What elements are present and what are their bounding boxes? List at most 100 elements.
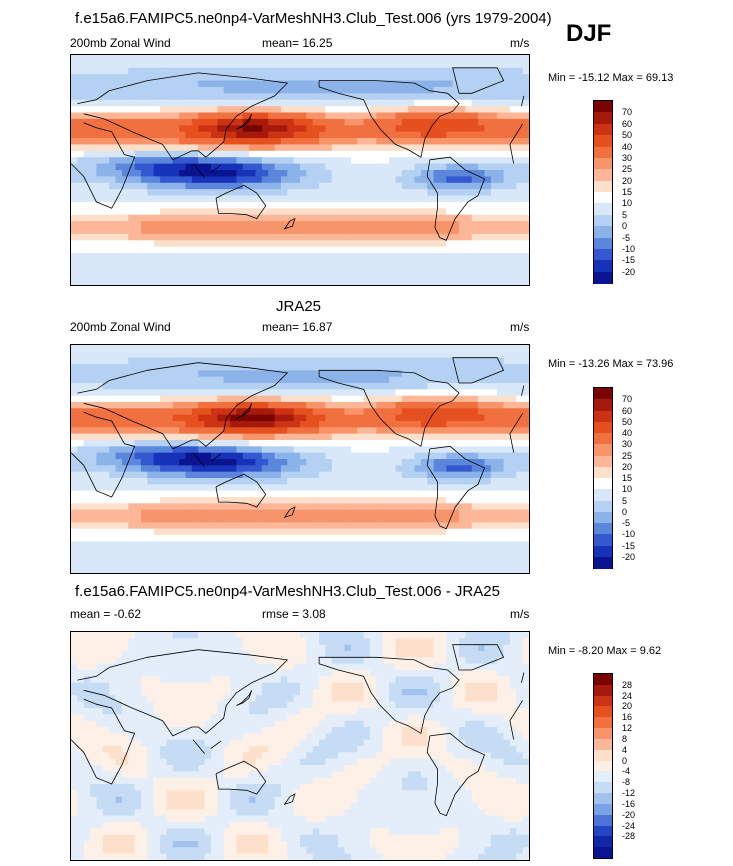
field-cell (465, 195, 473, 203)
field-cell (274, 106, 282, 114)
field-cell (153, 163, 161, 171)
field-cell (172, 246, 180, 254)
field-cell (395, 67, 403, 75)
field-cell (147, 522, 155, 530)
field-cell (147, 478, 155, 485)
field-cell (71, 414, 78, 422)
field-cell (134, 163, 142, 171)
field-cell (306, 376, 314, 384)
field-cell (331, 389, 339, 397)
field-cell (280, 383, 288, 390)
field-cell (77, 440, 85, 447)
field-cell (478, 383, 486, 390)
field-cell (420, 214, 428, 222)
field-cell (166, 370, 174, 378)
field-cell (376, 408, 384, 416)
field-cell (204, 138, 212, 146)
field-cell (522, 278, 529, 285)
field-cell (115, 497, 123, 504)
field-cell (395, 55, 403, 62)
field-cell (401, 478, 409, 485)
field-cell (522, 67, 529, 75)
field-cell (109, 345, 117, 352)
field-cell (242, 364, 250, 371)
field-cell (140, 427, 148, 435)
field-cell (427, 351, 435, 359)
field-cell (128, 484, 136, 492)
field-cell (77, 452, 85, 460)
field-cell (389, 221, 397, 229)
field-cell (230, 253, 237, 261)
field-cell (268, 214, 276, 222)
field-cell (331, 118, 339, 126)
field-cell (242, 246, 250, 254)
field-cell (71, 389, 78, 397)
field-cell (109, 201, 117, 209)
field-cell (90, 452, 98, 460)
field-cell (319, 80, 327, 88)
field-cell (249, 471, 257, 479)
field-cell (509, 214, 517, 222)
field-cell (223, 522, 231, 530)
field-cell (140, 522, 148, 530)
field-cell (382, 106, 390, 114)
field-cell (268, 150, 276, 158)
field-cell (439, 357, 447, 365)
field-cell (459, 522, 466, 530)
field-cell (465, 484, 473, 492)
field-cell (147, 125, 155, 133)
field-cell (325, 272, 333, 280)
field-cell (465, 364, 473, 371)
field-cell (185, 465, 193, 473)
field-cell (140, 345, 148, 352)
field-cell (261, 503, 269, 511)
field-cell (236, 395, 244, 403)
field-cell (420, 497, 428, 504)
field-cell (395, 93, 403, 101)
field-cell (204, 459, 212, 466)
field-cell (255, 93, 263, 101)
field-cell (344, 74, 352, 82)
field-cell (376, 364, 384, 371)
field-cell (509, 408, 517, 416)
field-cell (312, 364, 320, 371)
field-cell (83, 541, 91, 549)
field-cell (516, 421, 524, 428)
field-cell (490, 118, 498, 126)
field-cell (395, 233, 403, 241)
field-cell (268, 189, 276, 197)
field-cell (319, 86, 327, 94)
field-cell (249, 357, 257, 365)
field-cell (210, 547, 218, 555)
field-cell (344, 383, 352, 390)
field-cell (478, 414, 486, 422)
field-cell (166, 278, 174, 285)
field-cell (140, 106, 148, 114)
field-cell (191, 189, 199, 197)
field-cell (198, 214, 206, 222)
field-cell (465, 421, 473, 428)
field-cell (427, 408, 435, 416)
field-cell (179, 395, 187, 403)
field-cell (96, 170, 104, 177)
field-cell (217, 509, 225, 517)
field-cell (452, 478, 460, 485)
field-cell (179, 227, 187, 235)
field-cell (204, 389, 212, 397)
field-cell (497, 370, 505, 378)
field-cell (414, 189, 422, 197)
field-cell (465, 253, 473, 261)
field-cell (210, 528, 218, 536)
field-cell (414, 253, 422, 261)
field-cell (306, 433, 314, 441)
field-cell (249, 364, 257, 371)
field-cell (134, 478, 142, 485)
field-cell (83, 408, 91, 416)
field-cell (357, 516, 365, 523)
field-cell (497, 253, 505, 261)
field-cell (369, 208, 377, 216)
field-cell (134, 138, 142, 146)
field-cell (439, 522, 447, 530)
field-cell (414, 61, 422, 69)
field-cell (446, 376, 454, 384)
